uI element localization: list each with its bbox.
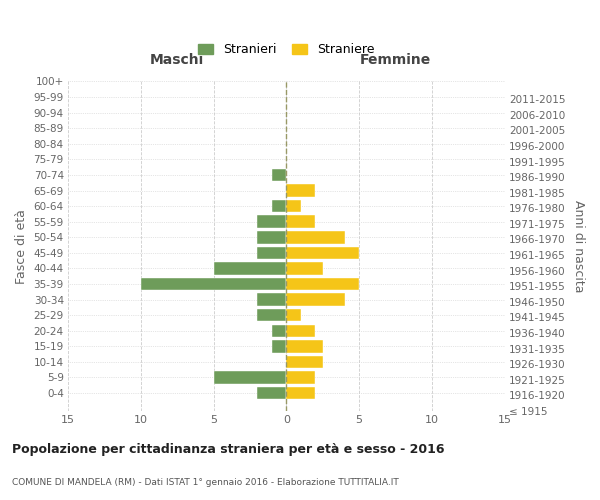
Bar	[257, 294, 286, 306]
Bar	[286, 294, 344, 306]
Bar	[286, 216, 316, 228]
Bar	[257, 231, 286, 243]
Text: Maschi: Maschi	[150, 54, 204, 68]
Legend: Stranieri, Straniere: Stranieri, Straniere	[193, 38, 379, 62]
Bar	[286, 246, 359, 259]
Bar	[286, 278, 359, 290]
Bar	[286, 309, 301, 322]
Bar	[257, 387, 286, 400]
Y-axis label: Anni di nascita: Anni di nascita	[572, 200, 585, 292]
Text: Femmine: Femmine	[360, 54, 431, 68]
Bar	[272, 200, 286, 212]
Bar	[286, 387, 316, 400]
Bar	[286, 324, 316, 337]
Bar	[257, 216, 286, 228]
Bar	[286, 356, 323, 368]
Bar	[141, 278, 286, 290]
Text: COMUNE DI MANDELA (RM) - Dati ISTAT 1° gennaio 2016 - Elaborazione TUTTITALIA.IT: COMUNE DI MANDELA (RM) - Dati ISTAT 1° g…	[12, 478, 399, 487]
Text: Popolazione per cittadinanza straniera per età e sesso - 2016: Popolazione per cittadinanza straniera p…	[12, 442, 445, 456]
Bar	[286, 184, 316, 197]
Bar	[272, 340, 286, 352]
Bar	[286, 372, 316, 384]
Bar	[286, 200, 301, 212]
Bar	[272, 324, 286, 337]
Bar	[272, 168, 286, 181]
Bar	[257, 309, 286, 322]
Y-axis label: Fasce di età: Fasce di età	[15, 208, 28, 284]
Bar	[286, 262, 323, 274]
Bar	[257, 246, 286, 259]
Bar	[286, 231, 344, 243]
Bar	[214, 372, 286, 384]
Bar	[214, 262, 286, 274]
Bar	[286, 340, 323, 352]
